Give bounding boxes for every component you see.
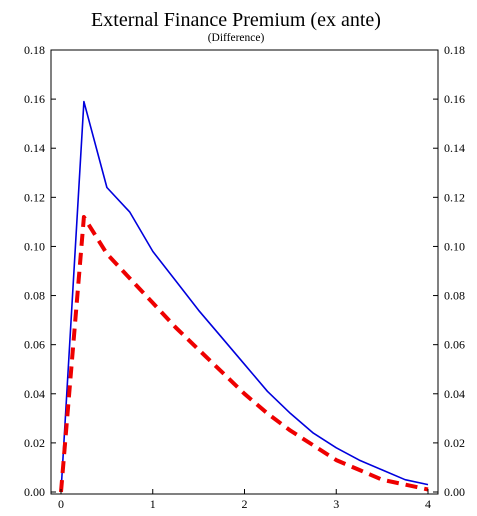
y-tick-label-right: 0.10 <box>444 239 465 253</box>
plot-frame <box>50 49 439 495</box>
chart-title: External Finance Premium (ex ante) <box>91 9 381 31</box>
y-tick-label-right: 0.16 <box>444 92 465 106</box>
x-tick-label: 4 <box>425 497 431 511</box>
y-tick-label-left: 0.14 <box>24 141 45 155</box>
y-tick-label-left: 0.00 <box>24 485 45 499</box>
y-tick-label-left: 0.18 <box>24 43 45 57</box>
y-tick-label-left: 0.08 <box>24 289 45 303</box>
y-tick-label-right: 0.06 <box>444 338 465 352</box>
y-tick-label-right: 0.14 <box>444 141 465 155</box>
x-tick-label: 3 <box>333 497 339 511</box>
x-tick-label: 1 <box>150 497 156 511</box>
y-tick-label-left: 0.06 <box>24 338 45 352</box>
y-tick-label-right: 0.18 <box>444 43 465 57</box>
y-tick-label-right: 0.00 <box>444 485 465 499</box>
plot-axes <box>50 49 439 495</box>
x-tick-label: 0 <box>58 497 64 511</box>
tick-layer: 0.00 0.00 0.02 0.02 0.04 0.04 0.06 0.06 0.08 0.08… <box>24 43 465 511</box>
y-tick-label-right: 0.12 <box>444 190 465 204</box>
y-tick-label-right: 0.08 <box>444 289 465 303</box>
y-tick-label-left: 0.04 <box>24 387 45 401</box>
y-tick-label-left: 0.02 <box>24 436 45 450</box>
y-tick-label-right: 0.02 <box>444 436 465 450</box>
series-layer <box>59 100 429 493</box>
y-tick-label-left: 0.10 <box>24 239 45 253</box>
x-tick-label: 2 <box>242 497 248 511</box>
series-line-1 <box>60 100 429 493</box>
y-tick-label-left: 0.12 <box>24 190 45 204</box>
series-line-2 <box>59 215 429 493</box>
chart-subtitle: (Difference) <box>208 32 265 44</box>
y-tick-label-left: 0.16 <box>24 92 45 106</box>
y-tick-label-right: 0.04 <box>444 387 465 401</box>
